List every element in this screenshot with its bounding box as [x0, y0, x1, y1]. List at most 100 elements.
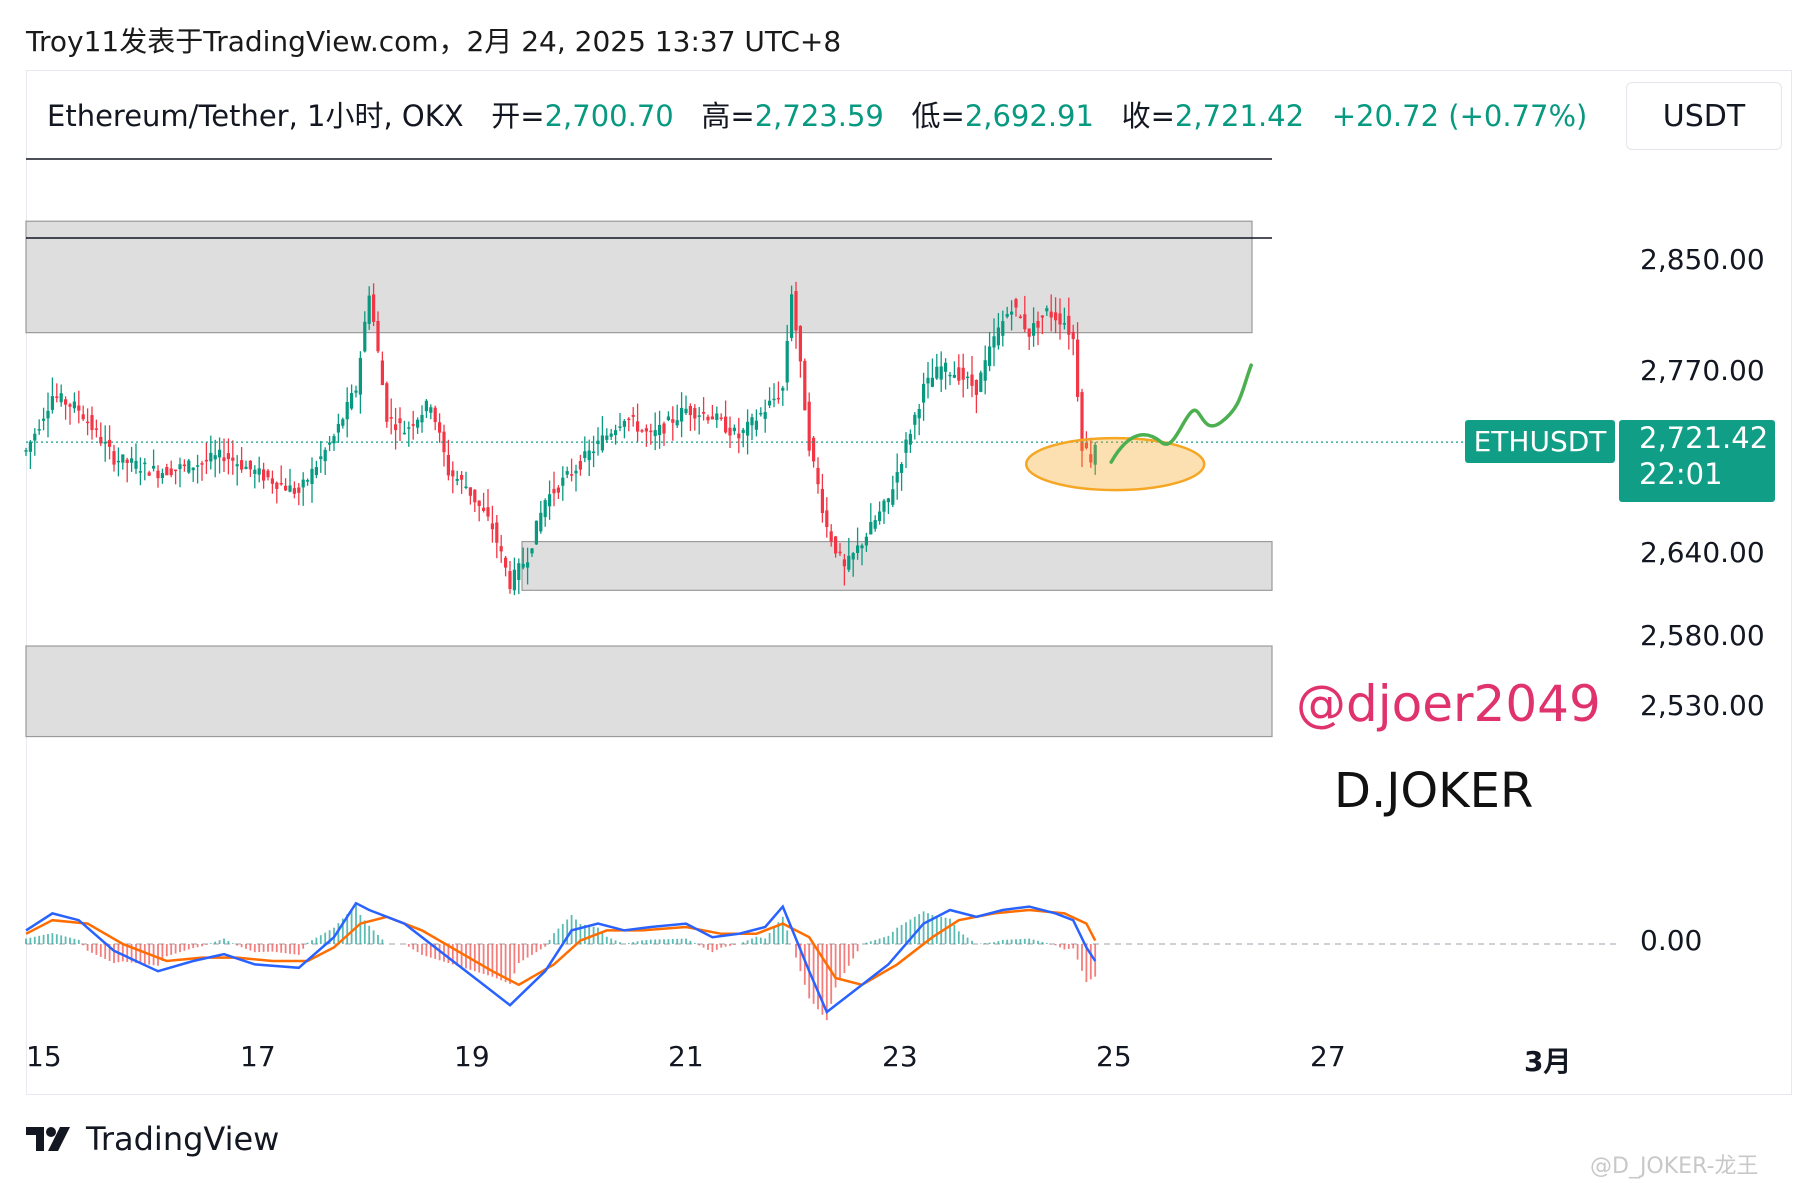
macd-histogram-bar — [297, 944, 300, 955]
candle-body — [715, 413, 719, 421]
candle-body — [812, 437, 816, 462]
candle-body — [226, 453, 230, 460]
candle-body — [156, 470, 160, 479]
macd-histogram-bar — [751, 938, 753, 944]
candle-body — [807, 401, 811, 451]
candle-body — [367, 295, 371, 324]
candle-body — [407, 427, 411, 429]
macd-histogram-bar — [478, 944, 481, 973]
macd-histogram-bar — [777, 922, 780, 944]
tradingview-logo[interactable]: TradingView — [26, 1120, 279, 1158]
candle-body — [864, 536, 868, 546]
candle-body — [411, 424, 415, 426]
macd-histogram-bar — [632, 942, 635, 944]
macd-histogram-bar — [755, 936, 758, 944]
candle-body — [754, 420, 758, 430]
candle-body — [891, 489, 895, 505]
candle-body — [776, 397, 780, 400]
macd-histogram-bar — [821, 944, 824, 1015]
macd-histogram-bar — [377, 934, 379, 944]
macd-histogram-bar — [249, 944, 252, 951]
macd-histogram-bar — [869, 941, 872, 944]
macd-histogram-bar — [381, 939, 384, 944]
macd-histogram-bar — [174, 944, 177, 954]
macd-histogram-bar — [267, 944, 269, 952]
price-tick-label: 2,770.00 — [1640, 354, 1765, 388]
tradingview-logo-icon — [26, 1127, 70, 1151]
last-price-label: 2,721.42 — [1639, 421, 1769, 456]
candle-body — [614, 430, 618, 436]
macd-histogram-bar — [227, 940, 230, 944]
candle-body — [314, 467, 318, 476]
macd-histogram-bar — [25, 938, 27, 944]
candle-body — [838, 551, 842, 554]
candle-body — [372, 294, 376, 322]
macd-histogram-bar — [535, 944, 538, 953]
candle-body — [473, 489, 477, 503]
candle-body — [297, 487, 301, 493]
candle-body — [605, 435, 609, 440]
candle-body — [275, 482, 279, 489]
macd-histogram-bar — [469, 944, 472, 970]
candle-body — [759, 412, 763, 415]
macd-histogram-bar — [355, 905, 357, 944]
author-name: D.JOKER — [1334, 763, 1534, 819]
candle-body — [539, 512, 543, 532]
macd-histogram-bar — [69, 937, 71, 944]
candle-body — [138, 471, 142, 473]
candle-body — [829, 531, 833, 542]
candle-body — [270, 478, 274, 484]
macd-histogram-bar — [187, 944, 190, 950]
macd-histogram — [25, 905, 1097, 1021]
macd-histogram-bar — [1054, 944, 1057, 946]
candle-body — [341, 419, 345, 426]
candle-body — [389, 417, 393, 419]
candle-body — [1001, 321, 1005, 336]
macd-histogram-bar — [711, 944, 714, 953]
macd-histogram-bar — [372, 930, 375, 944]
candle-body — [64, 399, 68, 405]
macd-histogram-bar — [773, 927, 775, 944]
date-tick-label: 27 — [1310, 1040, 1346, 1073]
macd-histogram-bar — [328, 930, 331, 944]
candle-body — [662, 423, 666, 434]
macd-histogram-bar — [38, 935, 41, 944]
candle-body — [218, 449, 222, 458]
candle-body — [332, 436, 336, 444]
macd-histogram-bar — [236, 944, 239, 946]
macd-zero-tick: 0.00 — [1640, 924, 1703, 957]
macd-histogram-bar — [544, 944, 547, 947]
macd-histogram-bar — [865, 942, 868, 944]
macd-histogram-bar — [196, 944, 199, 948]
macd-histogram-bar — [962, 934, 965, 944]
macd-histogram-bar — [1085, 944, 1088, 983]
candle-body — [913, 414, 917, 425]
macd-histogram-bar — [495, 944, 498, 979]
macd-histogram-bar — [157, 944, 159, 966]
macd-histogram-bar — [473, 944, 476, 972]
candle-body — [961, 367, 965, 380]
macd-histogram-bar — [487, 944, 489, 976]
candle-body — [574, 470, 578, 474]
currency-selector[interactable]: USDT — [1626, 82, 1782, 150]
macd-histogram-bar — [781, 916, 784, 944]
macd-histogram-bar — [130, 944, 133, 963]
candle-body — [490, 523, 494, 530]
macd-histogram-bar — [825, 944, 828, 1021]
candle-body — [548, 494, 552, 507]
candle-body — [222, 457, 226, 462]
macd-histogram-bar — [500, 944, 503, 981]
candle-body — [94, 428, 98, 430]
candle-body — [266, 470, 270, 478]
candle-body — [174, 469, 178, 472]
candle-body — [781, 387, 785, 391]
candle-body — [671, 419, 675, 423]
macd-histogram-bar — [667, 939, 670, 944]
candle-body — [358, 357, 362, 395]
macd-histogram-bar — [1010, 939, 1013, 944]
candle-body — [526, 562, 530, 568]
candle-body — [416, 419, 420, 428]
macd-histogram-bar — [113, 944, 115, 964]
macd-histogram-bar — [799, 944, 802, 972]
